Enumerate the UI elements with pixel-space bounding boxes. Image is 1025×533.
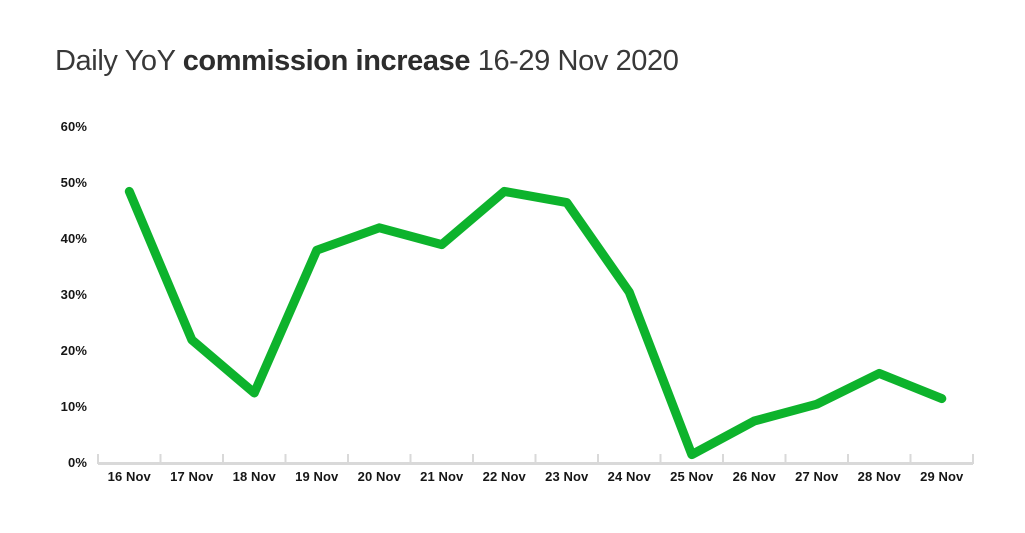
x-axis-tick-label: 25 Nov xyxy=(670,469,714,484)
x-axis-tick-label: 17 Nov xyxy=(170,469,214,484)
y-axis-tick-label: 10% xyxy=(60,399,87,414)
x-axis-tick-label: 21 Nov xyxy=(420,469,464,484)
x-axis-tick-label: 19 Nov xyxy=(295,469,339,484)
chart-title-prefix: Daily YoY xyxy=(55,45,183,77)
x-axis-tick-label: 27 Nov xyxy=(795,469,839,484)
y-axis-tick-label: 0% xyxy=(68,455,87,470)
chart-title: Daily YoY commission increase 16-29 Nov … xyxy=(55,44,679,78)
data-line-series xyxy=(124,186,947,460)
x-axis-tick-label: 26 Nov xyxy=(732,469,776,484)
x-axis-tick-label: 24 Nov xyxy=(607,469,651,484)
x-axis-tick-label: 20 Nov xyxy=(357,469,401,484)
x-axis-tick-label: 16 Nov xyxy=(107,469,151,484)
y-axis-tick-label: 60% xyxy=(60,119,87,134)
x-axis-tick-label: 28 Nov xyxy=(857,469,901,484)
chart-title-bold: commission increase xyxy=(182,45,471,77)
y-axis-tick-label: 20% xyxy=(60,343,87,358)
chart-title-suffix: 16-29 Nov 2020 xyxy=(470,45,679,77)
y-axis-tick-label: 30% xyxy=(60,287,87,302)
x-axis-tick-label: 18 Nov xyxy=(232,469,276,484)
x-axis-tick-label: 23 Nov xyxy=(545,469,589,484)
x-axis-tick-label: 22 Nov xyxy=(482,469,526,484)
y-axis-tick-label: 40% xyxy=(60,231,87,246)
x-axis-tick-label: 29 Nov xyxy=(920,469,964,484)
y-axis-tick-label: 50% xyxy=(60,175,87,190)
